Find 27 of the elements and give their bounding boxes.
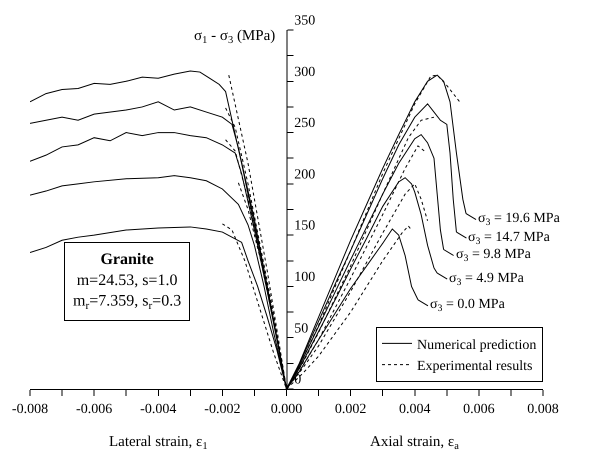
x-axis-title: Lateral strain, ε$_{1}$ [109,434,208,452]
y-axis-title: σ$_{1}$ - σ$_{3}$ (MPa) [194,28,276,46]
y-tick-label: 250 [294,116,316,132]
x-tick-label: 0.008 [527,402,559,417]
x-tick-label: 0.000 [270,402,302,417]
y-tick-label: 350 [294,14,316,29]
x-tick-label: 0.002 [334,402,366,417]
y-tick-label: 200 [294,167,316,182]
x-tick-label: -0.002 [204,402,240,417]
annotation: Granite m=24.53, s=1.0 m$_{r}$=7.359, s$_{r}$=0.3 [73,251,182,312]
annotation: σ$_{3}$ = 19.6 MPa [478,211,561,228]
y-tick-label: 150 [294,218,316,234]
annotation: σ$_{3}$ = 9.8 MPa [456,247,532,264]
x-tick-label: -0.006 [76,402,112,417]
y-tick-label: 300 [294,64,316,80]
legend-label: Experimental results [417,359,532,374]
y-tick-label: 100 [294,270,316,286]
x-tick-label: -0.004 [140,402,176,417]
legend-label: Numerical prediction [417,338,536,353]
annotation: σ$_{3}$ = 0.0 MPa [430,297,506,314]
annotation: σ$_{3}$ = 14.7 MPa [468,230,551,247]
text: Axial strain, ε$_{a}$ [370,434,460,452]
x-tick-label: -0.008 [12,402,48,417]
x-tick-label: 0.004 [399,402,430,417]
y-tick-label: 50 [294,321,308,336]
annotation: σ$_{3}$ = 4.9 MPa [449,271,525,288]
x-tick-label: 0.006 [463,402,495,417]
